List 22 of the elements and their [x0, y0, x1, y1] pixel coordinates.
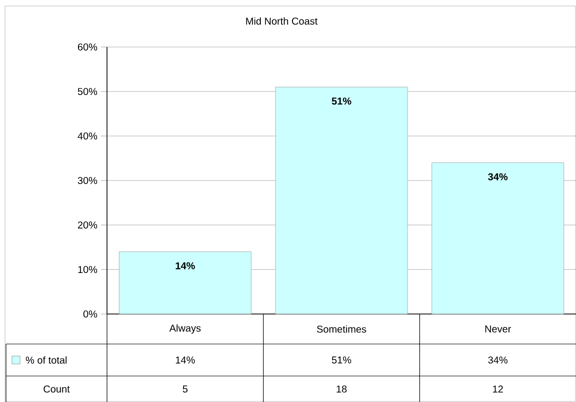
data-label: 34% — [488, 356, 508, 364]
text: 18 — [336, 385, 347, 393]
legend-label: % of total — [26, 356, 67, 364]
y-tick-label: 20% — [78, 221, 98, 229]
y-tick-label: 50% — [78, 88, 98, 96]
text: 5 — [182, 386, 188, 392]
data-label: 14% — [176, 356, 195, 364]
y-tick-label: 10% — [78, 266, 98, 274]
text: 12 — [493, 386, 503, 392]
x-tick-label: Always — [169, 324, 201, 334]
x-tick-label: Sometimes — [316, 325, 366, 333]
chart-title: Mid North Coast — [246, 17, 318, 25]
text: 34% — [488, 173, 508, 180]
y-tick-label: 0% — [83, 310, 98, 318]
text: 14% — [176, 262, 195, 270]
y-tick-label: 60% — [78, 43, 98, 51]
text: Count — [44, 385, 70, 393]
y-tick-label: 30% — [78, 176, 98, 184]
text: 51% — [332, 98, 352, 105]
x-tick-label: Never — [485, 326, 512, 332]
data-label: 51% — [332, 356, 352, 364]
y-tick-label: 40% — [78, 132, 98, 140]
